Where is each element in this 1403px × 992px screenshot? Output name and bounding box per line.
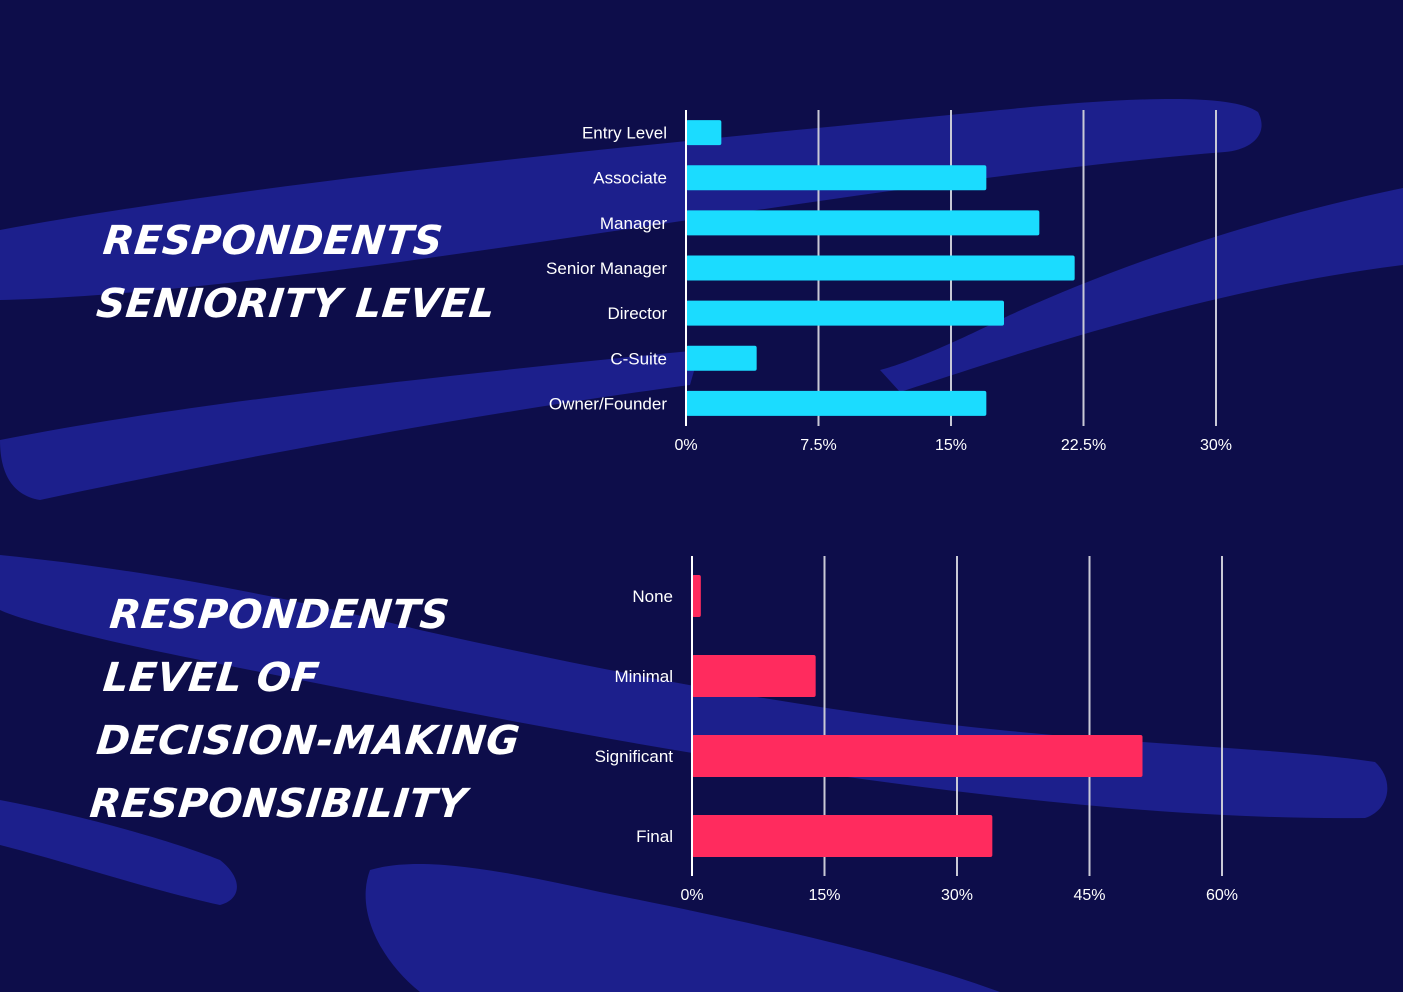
bar <box>686 390 987 416</box>
category-label: Entry Level <box>582 124 667 143</box>
bar <box>686 120 722 146</box>
category-label: Associate <box>593 169 667 188</box>
category-label: C-Suite <box>610 349 667 368</box>
bar <box>692 735 1143 777</box>
category-label: Minimal <box>614 667 673 686</box>
category-label: None <box>632 587 673 606</box>
tick-label: 15% <box>935 437 967 454</box>
category-label: Final <box>636 827 673 846</box>
tick-label: 45% <box>1073 887 1105 904</box>
bar <box>692 815 993 857</box>
category-label: Significant <box>595 747 674 766</box>
tick-label: 22.5% <box>1061 437 1106 454</box>
tick-label: 15% <box>808 887 840 904</box>
category-label: Senior Manager <box>546 259 667 278</box>
tick-label: 7.5% <box>800 437 836 454</box>
category-label: Owner/Founder <box>549 394 667 413</box>
bar <box>686 345 757 371</box>
bar <box>692 655 816 697</box>
tick-label: 30% <box>941 887 973 904</box>
bar <box>686 165 987 191</box>
category-label: Director <box>607 304 667 323</box>
bar <box>686 300 1004 326</box>
bar <box>686 255 1075 281</box>
category-label: Manager <box>600 214 667 233</box>
tick-label: 30% <box>1200 437 1232 454</box>
bar <box>692 575 701 617</box>
tick-label: 60% <box>1206 887 1238 904</box>
tick-label: 0% <box>680 887 703 904</box>
bar <box>686 210 1040 236</box>
tick-label: 0% <box>674 437 697 454</box>
